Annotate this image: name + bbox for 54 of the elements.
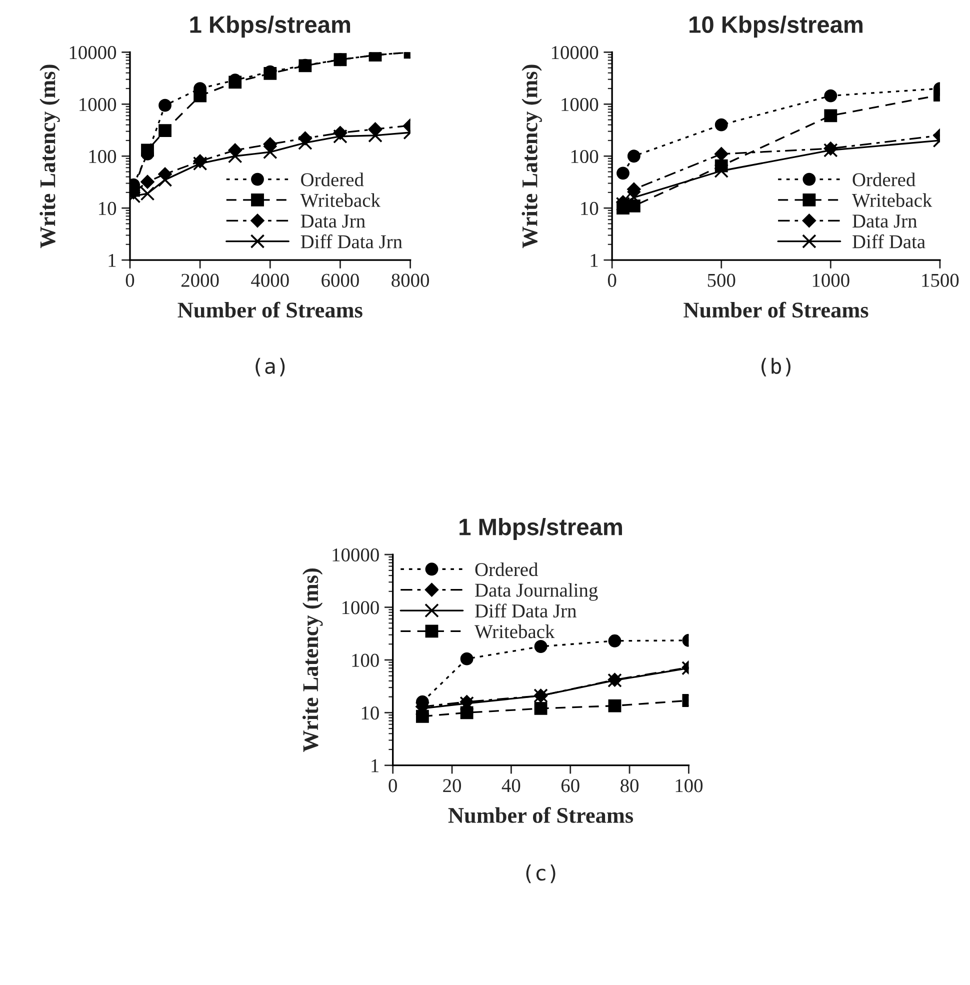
y-tick-label: 10 bbox=[581, 202, 598, 216]
y-axis-title: Write Latency (ms) bbox=[40, 64, 60, 248]
y-tick-label: 1 bbox=[108, 254, 116, 267]
legend-label: Writeback bbox=[300, 193, 380, 208]
legend-label: Diff Data bbox=[852, 234, 926, 248]
y-tick-label: 100 bbox=[352, 654, 379, 667]
x-tick-label: 4000 bbox=[251, 274, 289, 287]
x-axis-title: Number of Streams bbox=[448, 807, 634, 823]
y-tick-label: 100 bbox=[89, 150, 116, 164]
y-tick-label: 10 bbox=[99, 202, 116, 216]
y-tick-label: 10000 bbox=[552, 46, 598, 60]
x-tick-label: 80 bbox=[620, 779, 639, 792]
legend-label: Ordered bbox=[852, 172, 916, 186]
chart-title: 1 Kbps/stream bbox=[190, 16, 350, 38]
x-axis-title: Number of Streams bbox=[684, 302, 868, 318]
y-tick-label: 10 bbox=[362, 706, 379, 720]
x-tick-label: 1500 bbox=[922, 274, 959, 287]
x-tick-label: 1000 bbox=[812, 274, 850, 287]
x-tick-label: 2000 bbox=[181, 274, 219, 287]
y-tick-label: 1000 bbox=[562, 98, 598, 112]
y-axis-title: Write Latency (ms) bbox=[302, 568, 323, 752]
chart-title: 10 Kbps/stream bbox=[690, 16, 862, 38]
y-tick-label: 10000 bbox=[70, 46, 116, 60]
y-tick-label: 1000 bbox=[80, 98, 116, 112]
x-tick-label: 8000 bbox=[392, 274, 430, 287]
x-tick-label: 0 bbox=[126, 274, 134, 287]
legend-label: Writeback bbox=[852, 193, 932, 208]
text: (b) bbox=[762, 358, 790, 376]
x-tick-label: 20 bbox=[443, 779, 461, 792]
y-axis-title: Write Latency (ms) bbox=[522, 64, 542, 248]
text: (c) bbox=[526, 864, 556, 884]
x-tick-label: 100 bbox=[676, 779, 703, 792]
legend-label: Ordered bbox=[301, 172, 364, 186]
legend-label: Ordered bbox=[475, 562, 538, 576]
y-tick-label: 1 bbox=[590, 254, 598, 267]
legend-label: Writeback bbox=[474, 624, 555, 638]
chart-title: 1 Mbps/stream bbox=[460, 518, 622, 540]
legend-label: Data Jrn bbox=[300, 214, 366, 228]
y-tick-label: 10000 bbox=[332, 548, 379, 562]
legend-label: Diff Data Jrn bbox=[300, 234, 402, 248]
x-tick-label: 0 bbox=[388, 779, 397, 792]
x-tick-label: 500 bbox=[708, 274, 736, 287]
legend-label: Data Journaling bbox=[475, 583, 598, 601]
legend-label: Diff Data Jrn bbox=[475, 604, 576, 618]
legend-label: Data Jrn bbox=[852, 214, 917, 228]
x-tick-label: 40 bbox=[502, 779, 520, 792]
x-tick-label: 6000 bbox=[322, 274, 359, 287]
y-tick-label: 100 bbox=[571, 150, 598, 164]
x-axis-title: Number of Streams bbox=[178, 302, 362, 318]
y-tick-label: 1000 bbox=[342, 601, 379, 614]
x-tick-label: 60 bbox=[561, 779, 580, 792]
x-tick-label: 0 bbox=[608, 274, 616, 287]
y-tick-label: 1 bbox=[372, 759, 378, 772]
text: (a) bbox=[256, 358, 285, 376]
